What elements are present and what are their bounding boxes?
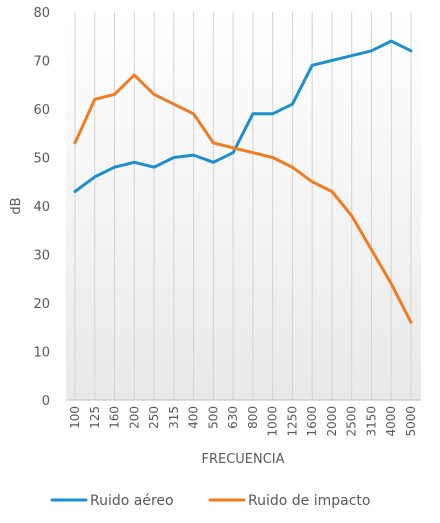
- x-axis-title: FRECUENCIA: [201, 452, 284, 467]
- x-axis-ticks: 100 125 160 200 250 315 400 500 630 800 1000 1250 16…: [68, 406, 418, 437]
- x-tick-label: 800: [246, 406, 260, 429]
- y-tick-label: 60: [33, 103, 50, 118]
- y-tick-label: 50: [33, 152, 50, 167]
- x-tick-label: 160: [108, 406, 122, 429]
- x-tick-label: 630: [226, 406, 240, 429]
- y-axis-ticks: 0 10 20 30 40 50 60 70 80: [33, 6, 50, 409]
- legend: Ruido aéreo Ruido de impacto: [50, 493, 370, 509]
- y-axis-title: dB: [9, 197, 24, 214]
- series-lines: [73, 39, 413, 324]
- x-tick-label: 1250: [285, 406, 299, 437]
- y-tick-label: 70: [33, 55, 50, 70]
- x-tick-label: 3150: [364, 406, 378, 437]
- x-tick-label: 200: [127, 406, 141, 429]
- x-tick-label: 5000: [404, 406, 418, 437]
- x-tick-label: 2000: [325, 406, 339, 437]
- y-tick-label: 10: [33, 346, 50, 361]
- legend-label-2: Ruido de impacto: [248, 493, 370, 509]
- x-tick-label: 250: [147, 406, 161, 429]
- x-tick-label: 125: [88, 406, 102, 429]
- x-tick-label: 2500: [345, 406, 359, 437]
- grid-lines: [74, 12, 412, 400]
- series-line-2: [73, 73, 413, 324]
- series-line-1: [73, 39, 413, 193]
- x-tick-label: 4000: [384, 406, 398, 437]
- x-tick-label: 1600: [305, 406, 319, 437]
- x-tick-label: 500: [206, 406, 220, 429]
- y-tick-label: 20: [33, 297, 50, 312]
- x-tick-label: 315: [167, 406, 181, 429]
- y-tick-label: 0: [42, 394, 50, 409]
- x-tick-label: 100: [68, 406, 82, 429]
- x-tick-label: 400: [187, 406, 201, 429]
- y-tick-label: 30: [33, 249, 50, 264]
- y-tick-label: 80: [33, 6, 50, 21]
- legend-label-1: Ruido aéreo: [90, 493, 174, 509]
- x-tick-label: 1000: [266, 406, 280, 437]
- y-tick-label: 40: [33, 200, 50, 215]
- plot-background: [66, 12, 421, 400]
